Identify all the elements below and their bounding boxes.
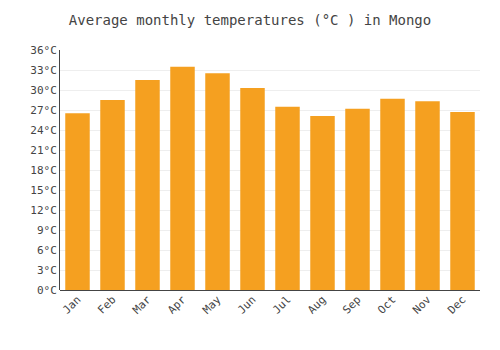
svg-text:18°C: 18°C [30, 164, 57, 177]
svg-text:Sep: Sep [340, 293, 363, 316]
svg-text:0°C: 0°C [37, 284, 57, 297]
svg-text:12°C: 12°C [30, 204, 57, 217]
svg-text:Oct: Oct [375, 293, 398, 316]
svg-text:Apr: Apr [165, 293, 189, 317]
svg-text:24°C: 24°C [30, 124, 57, 137]
svg-text:9°C: 9°C [37, 224, 57, 237]
svg-text:Aug: Aug [305, 293, 328, 316]
svg-text:21°C: 21°C [30, 144, 57, 157]
svg-text:33°C: 33°C [30, 64, 57, 77]
svg-text:6°C: 6°C [37, 244, 57, 257]
svg-text:Jun: Jun [235, 293, 258, 316]
svg-text:3°C: 3°C [37, 264, 57, 277]
svg-text:Average monthly temperatures (: Average monthly temperatures (°C ) in Mo… [69, 12, 431, 28]
svg-text:15°C: 15°C [30, 184, 57, 197]
svg-text:Jul: Jul [270, 293, 293, 316]
svg-text:Jan: Jan [60, 293, 83, 316]
svg-text:Dec: Dec [445, 293, 468, 316]
svg-text:Nov: Nov [410, 293, 434, 317]
svg-text:30°C: 30°C [30, 84, 57, 97]
svg-text:Mar: Mar [130, 293, 154, 317]
svg-text:27°C: 27°C [30, 104, 57, 117]
svg-text:Feb: Feb [95, 293, 118, 316]
svg-text:36°C: 36°C [30, 44, 57, 57]
svg-text:May: May [200, 293, 224, 317]
